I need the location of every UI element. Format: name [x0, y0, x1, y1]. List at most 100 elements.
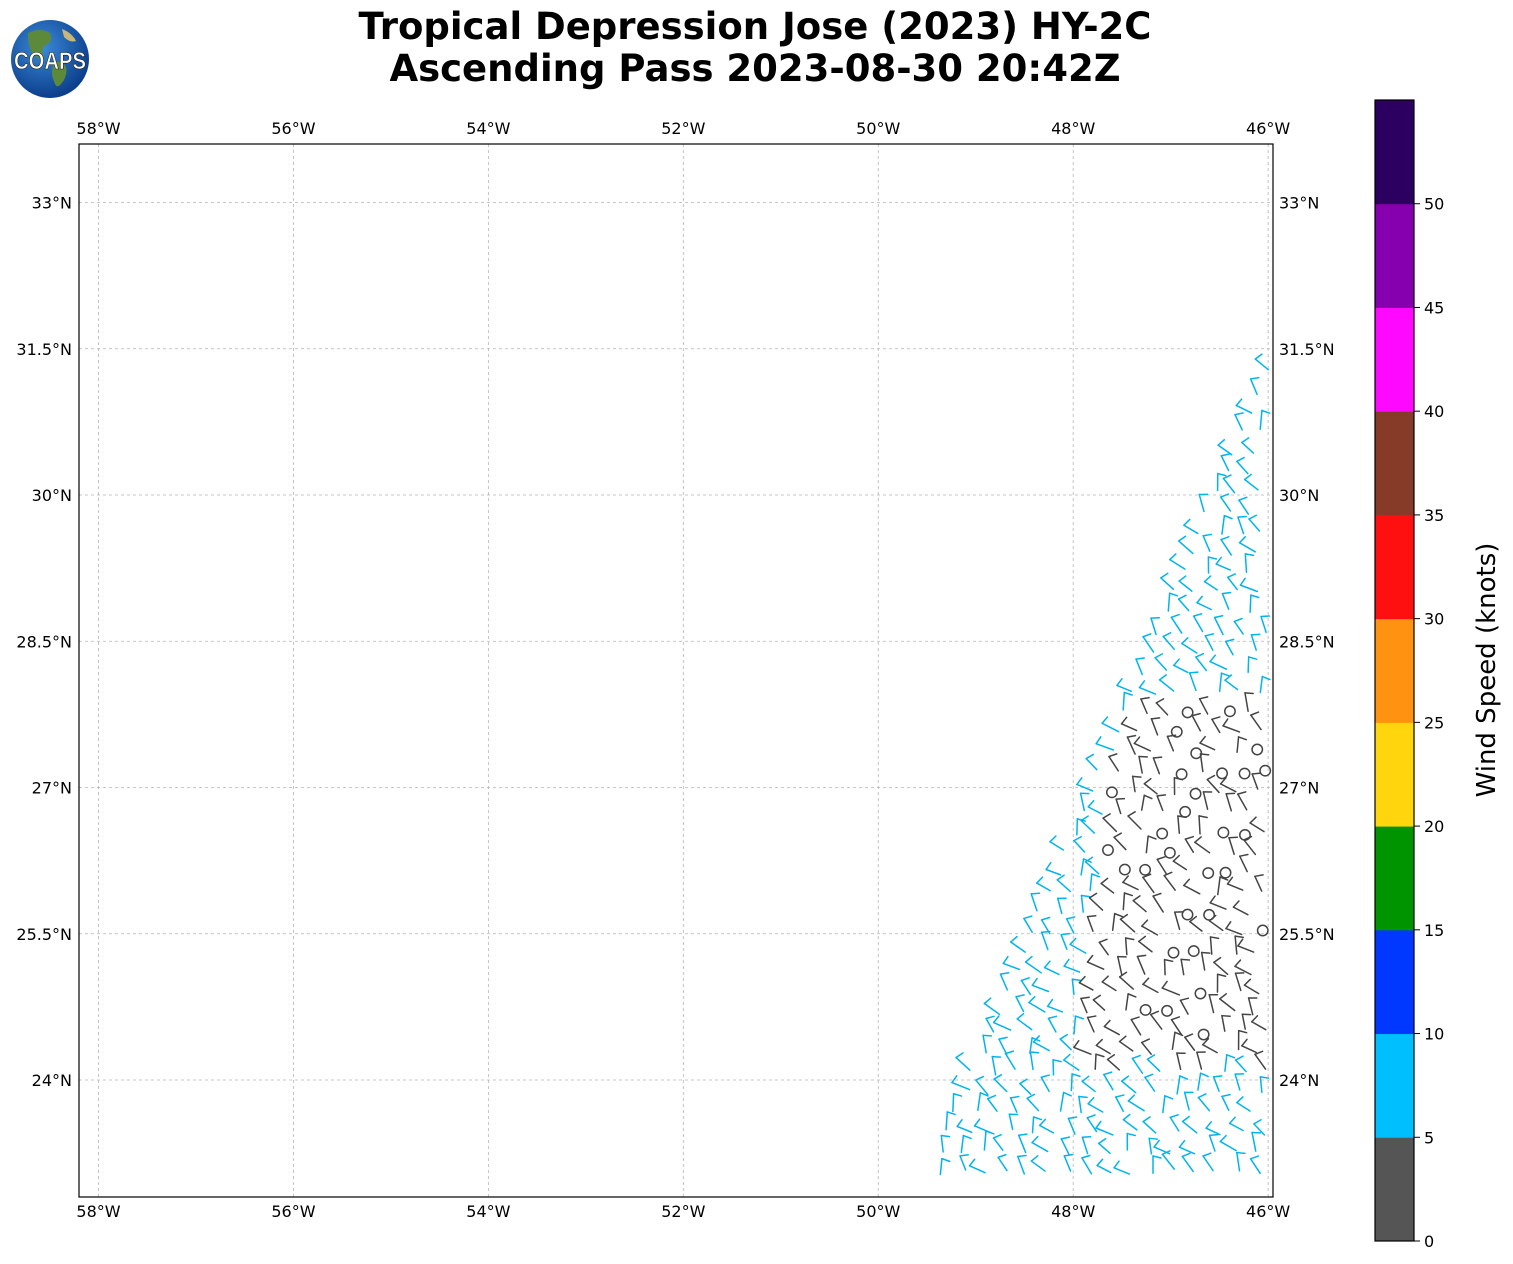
- wind-barb-flag: [1030, 1155, 1039, 1162]
- calm-circle: [1139, 863, 1152, 876]
- wind-barb-flag: [1040, 930, 1051, 934]
- wind-barb-flag: [951, 1075, 958, 1084]
- calm-circle: [1161, 1004, 1174, 1017]
- wind-barb-flag: [1138, 680, 1146, 689]
- wind-barb-flag: [1101, 975, 1109, 983]
- wind-barb: [1142, 1120, 1157, 1134]
- wind-barb-flag: [1130, 1016, 1140, 1021]
- wind-barb: [1081, 1157, 1093, 1175]
- wind-barb-flag: [1100, 877, 1109, 885]
- wind-barb-flag: [968, 1158, 976, 1167]
- wind-barb: [1203, 580, 1218, 591]
- calm-circle: [1251, 743, 1264, 756]
- wind-barb-flag: [1156, 856, 1166, 861]
- wind-barb-flag: [1241, 1038, 1248, 1047]
- wind-barb: [959, 1155, 967, 1171]
- wind-barb-flag: [1219, 1134, 1227, 1143]
- wind-barb-flag: [1123, 892, 1134, 897]
- calm-circle: [1156, 827, 1169, 840]
- wind-barb-flag: [1181, 1152, 1191, 1158]
- lon-label-top: 48°W: [1051, 119, 1095, 138]
- wind-barb-flag: [1239, 853, 1249, 857]
- colorbar-tick-label: 20: [1424, 817, 1444, 836]
- calm-circle: [1259, 764, 1272, 777]
- wind-barb-flag: [1238, 536, 1246, 544]
- colorbar-tick-label: 50: [1424, 195, 1444, 214]
- colorbar-segment: [1375, 411, 1414, 516]
- colorbar-frame: [1374, 99, 1415, 1242]
- lon-label-top: 54°W: [466, 119, 510, 138]
- wind-barb: [1163, 874, 1176, 891]
- wind-barb-flag: [1244, 692, 1254, 695]
- wind-barb-flag: [1155, 698, 1165, 704]
- wind-barb-flag: [999, 972, 1010, 975]
- wind-barb-flag: [1198, 696, 1209, 700]
- wind-barb-flag: [1203, 575, 1212, 583]
- wind-barb: [1171, 1031, 1176, 1050]
- wind-barb: [1132, 899, 1147, 913]
- wind-barb-flag: [1261, 675, 1271, 681]
- wind-barb: [1031, 1116, 1035, 1134]
- wind-barb: [1031, 1141, 1049, 1153]
- wind-barb-flag: [1060, 1136, 1071, 1140]
- wind-barb: [1212, 1076, 1220, 1092]
- wind-barb: [1100, 882, 1115, 894]
- wind-barb-flag: [979, 1092, 989, 1097]
- wind-barb-flag: [1073, 1039, 1080, 1049]
- wind-barb-flag: [1220, 672, 1230, 677]
- wind-barb: [1118, 1040, 1134, 1052]
- wind-barb-flag: [1036, 876, 1044, 884]
- wind-barb: [1127, 1100, 1145, 1112]
- wind-barb-flag: [1142, 873, 1152, 879]
- calm-circle: [1223, 705, 1236, 718]
- wind-barb-flag: [1216, 973, 1227, 978]
- wind-barb: [1178, 1146, 1196, 1155]
- wind-barb: [1253, 1123, 1266, 1136]
- wind-barb: [1046, 1005, 1064, 1013]
- calm-circle: [1105, 786, 1118, 799]
- wind-barb: [1059, 1038, 1072, 1051]
- wind-barb: [1208, 993, 1215, 1014]
- lon-label-top: 58°W: [76, 119, 120, 138]
- wind-barb: [1254, 1053, 1267, 1070]
- wind-barb-flag: [1149, 1010, 1160, 1016]
- wind-barb: [1095, 1044, 1111, 1055]
- wind-barb: [1144, 1076, 1156, 1092]
- wind-barb-flag: [1032, 1116, 1043, 1121]
- calm-circle: [1175, 768, 1188, 781]
- wind-barb: [1009, 1097, 1018, 1113]
- wind-barb-flag: [1169, 1114, 1179, 1119]
- wind-barb-flag: [1250, 594, 1260, 599]
- wind-barb-flag: [1045, 861, 1052, 871]
- wind-barb: [992, 1021, 1012, 1031]
- wind-barb-flag: [1235, 398, 1243, 407]
- wind-barb: [1260, 615, 1267, 634]
- wind-barb-flag: [1063, 1153, 1074, 1157]
- wind-barb: [1172, 860, 1188, 871]
- wind-barb-flag: [1122, 875, 1129, 884]
- wind-barb: [1079, 792, 1086, 812]
- wind-barb: [1219, 1140, 1237, 1152]
- wind-barb: [1086, 961, 1105, 970]
- wind-barb: [1237, 793, 1248, 811]
- wind-barb: [1040, 1076, 1050, 1092]
- calm-circle: [1194, 987, 1207, 1000]
- wind-barb: [955, 1056, 971, 1071]
- wind-barb-flag: [1249, 816, 1257, 824]
- wind-barb-flag: [955, 1052, 964, 1059]
- wind-barb: [1244, 553, 1248, 573]
- wind-barb: [1204, 635, 1214, 651]
- calm-circle: [1197, 1028, 1210, 1041]
- wind-barb: [1177, 815, 1181, 834]
- wind-barb-flag: [1209, 895, 1216, 904]
- wind-barb-flag: [1209, 936, 1220, 940]
- wind-barb: [1234, 935, 1238, 955]
- wind-barb-flag: [1222, 718, 1229, 727]
- wind-barb: [1063, 1059, 1080, 1071]
- wind-barb: [1087, 806, 1103, 815]
- wind-barb-flag: [982, 1034, 993, 1037]
- wind-barb: [1225, 927, 1243, 936]
- wind-barb-flag: [1096, 1158, 1104, 1167]
- wind-barb: [1145, 835, 1149, 854]
